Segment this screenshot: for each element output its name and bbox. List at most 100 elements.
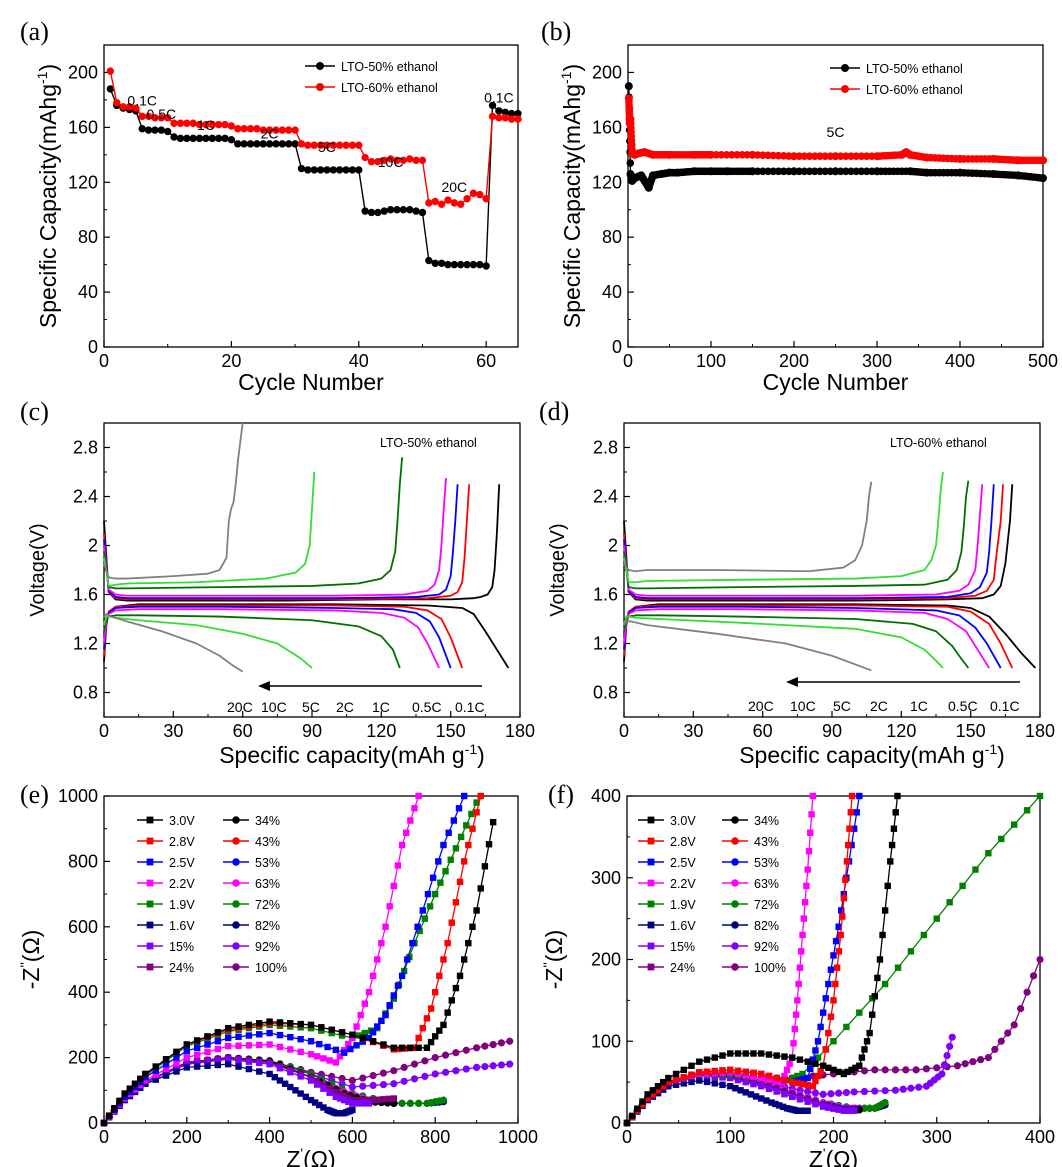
impedance-point [307,1051,315,1058]
impedance-point [204,1033,211,1040]
impedance-point [452,899,460,906]
impedance-point [804,1081,811,1089]
impedance-point [400,1077,408,1085]
impedance-point [415,1034,422,1042]
impedance-point [409,939,416,947]
x-tick-label: 30 [163,721,183,741]
impedance-point [688,1071,695,1078]
impedance-point [840,1070,848,1078]
panel-letter: (f) [548,780,574,809]
impedance-point [943,1051,951,1060]
data-point [253,140,261,148]
legend-marker [841,85,850,94]
impedance-point [152,1063,159,1070]
y-tick-label: 80 [602,227,622,247]
impedance-point [326,1089,333,1096]
data-point [444,196,452,204]
rate-annotation: 5C [827,124,845,140]
impedance-point [439,1096,448,1104]
impedance-point [353,1023,360,1030]
impedance-point [997,1037,1005,1045]
impedance-point [783,1066,791,1074]
y-tick-label: 1000 [58,786,98,806]
impedance-point [276,1031,284,1039]
impedance-point [276,1019,284,1026]
rate-label: 0.5C [412,699,442,715]
rate-annotation: 0.1C [127,92,157,108]
charge-curve [623,484,984,597]
data-point [469,260,478,269]
data-point [253,125,261,133]
impedance-point [225,1034,232,1042]
impedance-point [126,1085,134,1092]
impedance-point [142,1077,149,1084]
legend-marker [647,879,655,887]
impedance-point [245,1065,253,1073]
impedance-point [440,956,447,963]
impedance-point [463,822,470,829]
impedance-point [933,1064,941,1072]
impedance-point [374,956,381,963]
plot-frame [103,422,521,718]
rate-annotation: 0.5C [147,106,177,122]
impedance-point [894,792,901,800]
data-point [132,104,140,112]
data-point [425,256,433,265]
y-axis-label: -Z''(Ω) [17,930,44,990]
impedance-point [969,1058,977,1066]
impedance-point [659,1086,667,1093]
rate-annotation: 0.1C [484,90,514,106]
impedance-point [225,1056,232,1063]
impedance-point [386,903,393,910]
impedance-point [827,966,835,973]
impedance-point [634,1105,641,1112]
impedance-point [881,1098,889,1107]
legend-label: 53% [754,856,779,870]
impedance-point [869,1011,876,1018]
impedance-point [819,1062,827,1069]
impedance-point [173,1048,180,1056]
impedance-point [752,1093,760,1100]
impedance-point [450,817,458,824]
impedance-point [444,1009,451,1016]
data-point [450,260,459,269]
impedance-point [445,829,452,836]
panel-letter: (b) [541,17,571,46]
impedance-point [835,1089,843,1097]
impedance-point [152,1067,159,1074]
data-point [234,140,242,148]
impedance-point [792,1011,800,1018]
impedance-point [320,1085,327,1092]
impedance-point [888,841,896,849]
impedance-point [256,1059,263,1067]
impedance-point [703,1068,711,1075]
x-axis-label: Z'(Ω) [809,1145,858,1167]
impedance-point [789,1078,796,1086]
impedance-point [398,1099,406,1107]
impedance-point [137,1075,144,1083]
impedance-point [665,1074,672,1082]
impedance-point [423,1044,431,1051]
impedance-point [131,1083,139,1091]
data-point [380,207,388,215]
data-point [310,141,318,149]
impedance-point [349,1106,356,1114]
impedance-point [410,1060,419,1068]
impedance-point [835,923,842,930]
impedance-point [848,841,855,849]
impedance-point [742,1089,749,1096]
impedance-point [326,1057,333,1064]
rate-label: 20C [748,698,774,714]
impedance-point [842,876,849,883]
impedance-point [891,1066,900,1074]
impedance-point [649,1091,657,1098]
impedance-point [808,811,815,818]
impedance-point [812,1100,819,1108]
impedance-point [462,1046,470,1054]
impedance-point [111,1105,118,1112]
legend-label: 92% [754,940,779,954]
data-point [406,206,414,214]
impedance-point [1029,972,1038,980]
impedance-point [456,972,464,980]
impedance-point [804,1074,811,1082]
